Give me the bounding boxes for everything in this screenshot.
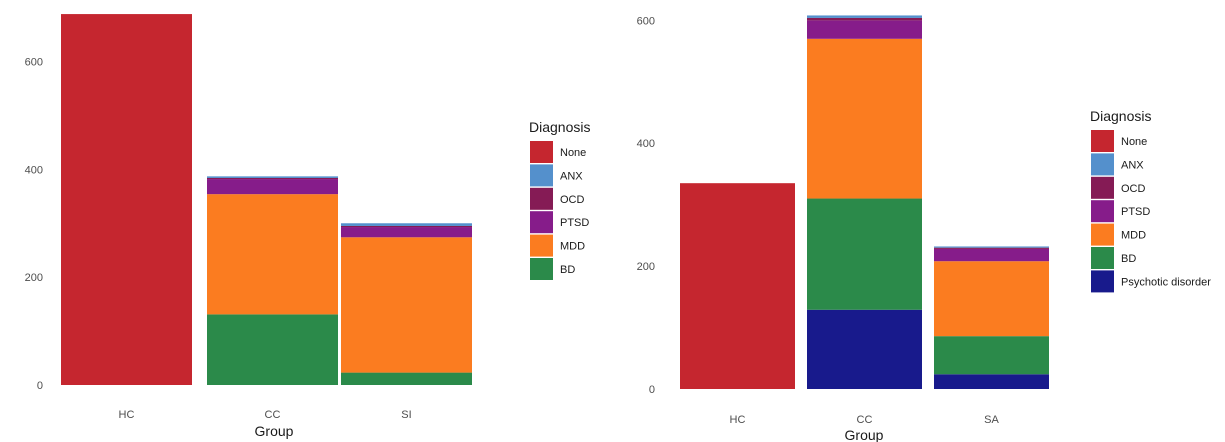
bar-segment-sa-psychotic-disorder (934, 374, 1049, 389)
legend-swatch-bd (1091, 247, 1114, 269)
y-tick-label: 200 (637, 261, 655, 273)
legend-title: Diagnosis (529, 119, 590, 135)
bar-segment-sa-bd (934, 336, 1049, 375)
legend-label: BD (1121, 253, 1136, 265)
bar-segment-cc-bd (807, 198, 922, 310)
y-tick-label: 200 (25, 272, 43, 284)
legend-swatch-psychotic-disorder (1091, 270, 1114, 293)
x-axis-title: Group (845, 427, 884, 442)
bar-segment-sa-ocd (934, 247, 1049, 249)
bar-segment-si-mdd (341, 237, 472, 373)
legend: Diagnosis None ANX OCD PTSD MDD BD (529, 119, 590, 280)
x-tick-label: CC (857, 414, 873, 426)
bar-segment-si-anx (341, 223, 472, 226)
bar-segment-cc-anx (807, 15, 922, 18)
y-tick-label: 400 (25, 164, 43, 176)
legend-label: BD (560, 264, 575, 276)
x-axis-title: Group (255, 423, 294, 439)
legend-label: PTSD (1121, 206, 1150, 218)
legend-swatch-bd (530, 258, 553, 280)
legend-swatch-mdd (1091, 223, 1114, 246)
legend-swatch-ptsd (530, 211, 553, 234)
bar-segment-cc-ocd (207, 177, 338, 180)
legend-label: MDD (560, 241, 585, 253)
legend-label: ANX (1121, 159, 1144, 171)
x-tick-label: HC (730, 414, 746, 426)
legend: Diagnosis None ANX OCD PTSD MDD BD Psychotic di… (1090, 108, 1211, 293)
legend-swatch-mdd (530, 234, 553, 257)
bar-segment-cc-ptsd (807, 20, 922, 39)
bar-segment-cc-ocd (807, 17, 922, 21)
bar-segment-sa-ptsd (934, 248, 1049, 262)
legend-swatch-ocd (1091, 176, 1114, 199)
y-tick-label: 0 (37, 380, 43, 392)
bar-segment-hc-none (61, 14, 192, 386)
legend-label: Psychotic disorder (1121, 276, 1211, 288)
x-tick-label: SI (401, 409, 411, 421)
legend-swatch-none (530, 141, 553, 163)
bar-segment-sa-anx (934, 246, 1049, 248)
y-tick-label: 600 (25, 57, 43, 69)
x-tick-label: CC (265, 409, 281, 421)
chart-panel-2: 0 200 400 600 HC CC SA Group Diagnosis None ANX OCD… (637, 15, 1212, 442)
legend-label: None (1121, 136, 1147, 148)
legend-label: OCD (1121, 183, 1146, 195)
y-tick-label: 0 (649, 384, 655, 396)
bar-segment-hc-none (680, 183, 795, 389)
bar-segment-cc-psychotic-disorder (807, 309, 922, 389)
bar-segment-cc-anx (207, 176, 338, 178)
legend-title: Diagnosis (1090, 108, 1151, 124)
legend-swatch-anx (1091, 153, 1114, 176)
legend-label: None (560, 147, 586, 159)
bar-segment-cc-mdd (207, 194, 338, 315)
legend-swatch-none (1091, 130, 1114, 152)
x-tick-label: HC (119, 409, 135, 421)
y-tick-label: 400 (637, 138, 655, 150)
chart-panel-1: 0 200 400 600 HC CC SI Group Diagnosis None ANX OCD… (25, 14, 590, 439)
bar-segment-si-ocd (341, 225, 472, 228)
bar-segment-cc-ptsd (207, 179, 338, 195)
bar-segment-si-bd (341, 372, 472, 385)
legend-label: OCD (560, 194, 585, 206)
legend-label: ANX (560, 170, 583, 182)
y-tick-label: 600 (637, 15, 655, 27)
legend-swatch-ocd (530, 187, 553, 210)
x-tick-label: SA (984, 414, 999, 426)
legend-label: MDD (1121, 230, 1146, 242)
legend-swatch-anx (530, 164, 553, 187)
bar-segment-sa-mdd (934, 261, 1049, 337)
legend-label: PTSD (560, 217, 589, 229)
bar-segment-si-ptsd (341, 227, 472, 238)
bar-segment-cc-bd (207, 314, 338, 385)
legend-swatch-ptsd (1091, 200, 1114, 223)
bar-segment-cc-mdd (807, 38, 922, 199)
